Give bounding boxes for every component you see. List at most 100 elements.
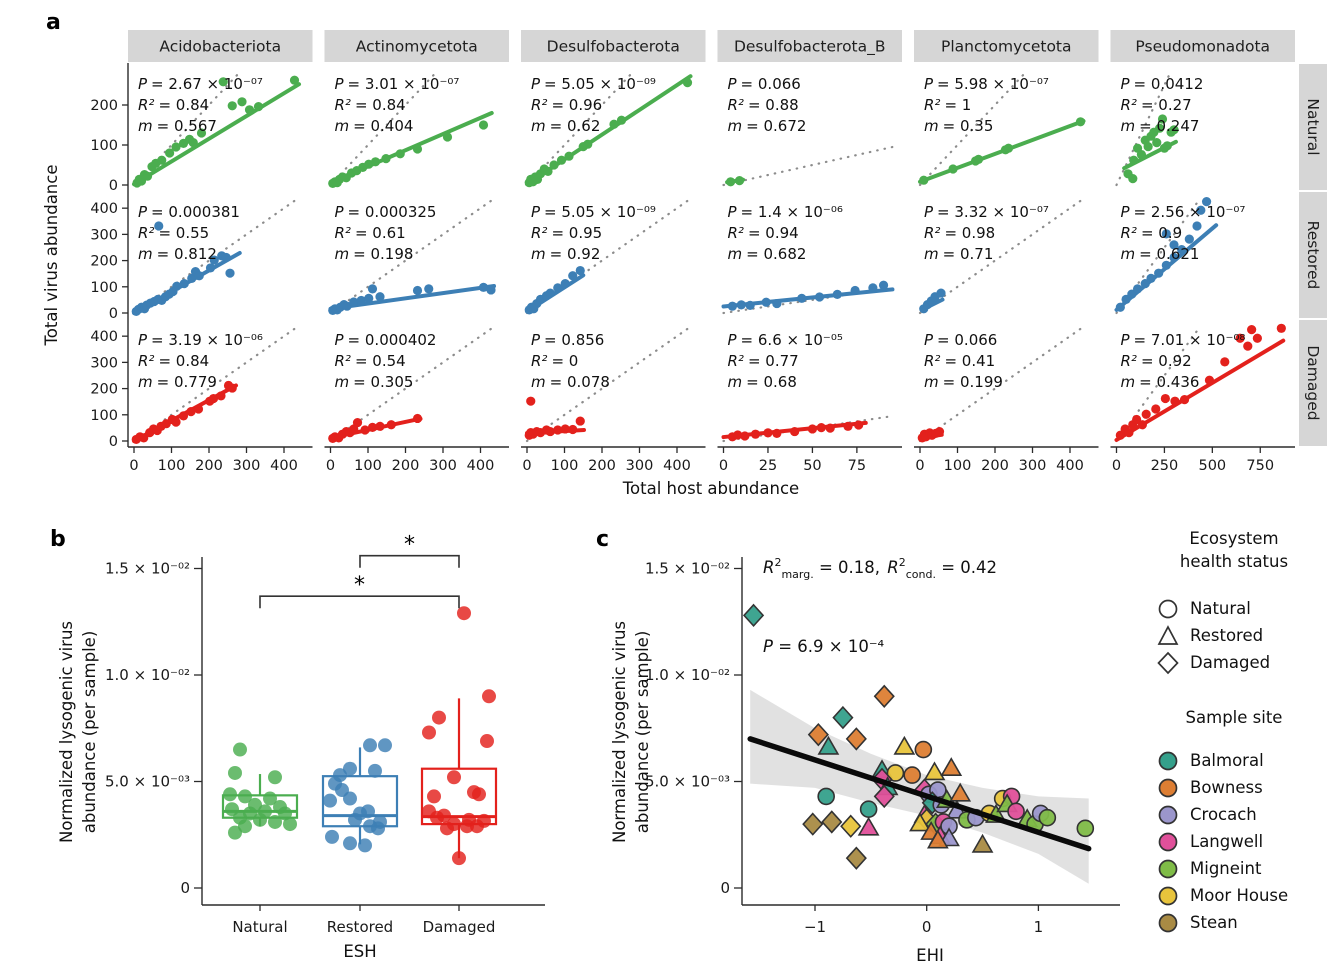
point-Bowness-diamond <box>807 722 829 747</box>
x-tick-label: 200 <box>588 458 616 474</box>
facet-column-label: Desulfobacterota_B <box>734 38 886 57</box>
facet-column-header <box>717 30 902 62</box>
data-point <box>878 280 889 290</box>
data-point <box>1243 341 1253 351</box>
data-point <box>568 271 578 281</box>
identity-dotted-line <box>329 197 495 315</box>
panel-b-y-axis-title-line2: abundance (per sample) <box>80 631 99 834</box>
data-point <box>1136 150 1147 160</box>
legend-item-label: Crocach <box>1190 805 1257 824</box>
data-point <box>356 295 366 306</box>
x-tick-label: 100 <box>158 458 186 474</box>
esh-category-label: Damaged <box>423 918 496 936</box>
data-point <box>1157 114 1168 124</box>
data-point <box>1003 143 1014 153</box>
data-point <box>478 120 489 130</box>
legend-site-item-langwell: Langwell <box>1140 828 1328 855</box>
facet-stat-m: m = 0.404 <box>335 117 414 135</box>
x-tick-label: 400 <box>270 458 298 474</box>
x-tick-label: 0 <box>1112 458 1121 474</box>
point-Bowness-triangle <box>926 829 949 849</box>
facet-column-header <box>521 30 706 62</box>
data-point <box>750 429 761 439</box>
legend-health-item-natural: Natural <box>1140 595 1328 622</box>
facet-stat-m: m = 0.436 <box>1121 373 1200 391</box>
facet-stat-r2: R² = 0.84 <box>138 96 209 114</box>
facet-stat-r2: R² = 0.84 <box>335 96 406 114</box>
facet-Acidobacteriota-Damaged <box>131 325 299 445</box>
data-point <box>172 281 182 291</box>
data-point <box>745 300 755 310</box>
data-point <box>543 166 553 176</box>
data-point <box>733 430 743 440</box>
x-tick-label: 200 <box>981 458 1009 474</box>
panel-a-label: a <box>46 10 61 35</box>
panel-b-x-axis-title: ESH <box>343 942 376 961</box>
facet-stat-m: m = 0.247 <box>1121 117 1200 135</box>
facet-stat-r2: R² = 0.9 <box>1121 224 1183 242</box>
facet-stat-r2: R² = 0.96 <box>531 96 602 114</box>
panel-c-r2-annotation: R2marg. = 0.18, R2cond. = 0.42 <box>763 556 997 581</box>
data-point <box>194 271 204 281</box>
data-point <box>371 821 385 836</box>
data-point <box>1162 141 1172 151</box>
data-point <box>360 425 370 435</box>
data-point <box>1155 123 1165 133</box>
facet-stat-m: m = 0.35 <box>924 117 993 135</box>
facet-stat-r2: R² = 0 <box>531 352 578 370</box>
data-point <box>545 288 555 298</box>
data-point <box>740 431 750 441</box>
data-point <box>1129 155 1139 165</box>
boxplot-Restored <box>321 738 399 853</box>
data-point <box>342 301 352 311</box>
facet-column-label: Actinomycetota <box>356 38 478 56</box>
legend-site-item-crocach: Crocach <box>1140 801 1328 828</box>
data-point <box>936 288 946 298</box>
facet-stat-r2: R² = 0.98 <box>924 224 995 242</box>
x-tick-label: 100 <box>354 458 382 474</box>
data-point <box>325 829 339 844</box>
regression-line <box>132 82 301 187</box>
legend-item-label: Damaged <box>1190 653 1271 672</box>
data-point <box>553 425 563 435</box>
chart-legend: Ecosystem health status Natural Restored D… <box>1140 505 1328 976</box>
y-tick-label: 0 <box>180 879 190 897</box>
facet-stat-p: P = 2.56 × 10⁻⁰⁷ <box>1121 203 1246 221</box>
point-Bowness-circle <box>903 766 921 784</box>
facet-stat-r2: R² = 0.41 <box>924 352 995 370</box>
data-point <box>364 293 374 303</box>
point-Bowness-diamond <box>873 684 895 708</box>
boxplot-Natural <box>221 742 299 840</box>
data-point <box>368 763 382 778</box>
data-point <box>1169 125 1179 135</box>
x-tick-label: 400 <box>663 458 691 474</box>
point-Balmoral-triangle <box>817 735 840 755</box>
facet-column-header <box>914 30 1099 62</box>
data-point <box>395 149 405 159</box>
panel-c-scatter: EHI Normalized lysogenic virus abundance… <box>610 556 1120 965</box>
point-Balmoral-diamond <box>832 705 854 730</box>
x-tick-label: 250 <box>1151 458 1179 474</box>
facet-Planctomycetota-Restored <box>918 197 1085 315</box>
facet-stat-m: m = 0.672 <box>728 117 807 135</box>
data-point <box>1115 430 1125 440</box>
y-tick-label: 0 <box>109 178 118 194</box>
facet-stat-p: P = 0.066 <box>924 331 997 349</box>
data-point <box>196 128 207 138</box>
identity-dotted-line <box>918 197 1085 315</box>
data-point <box>843 421 853 431</box>
data-point <box>412 413 423 424</box>
data-point <box>1177 244 1187 255</box>
y-tick-label: 5.0 × 10⁻⁰³ <box>645 773 730 791</box>
facet-row-label: Natural <box>1304 98 1322 155</box>
point-Stean-triangle <box>971 833 994 853</box>
point-Langwell-triangle <box>857 816 880 836</box>
facet-stat-m: m = 0.62 <box>531 117 600 135</box>
x-tick-label: 0 <box>129 458 138 474</box>
facet-column-label: Planctomycetota <box>941 38 1072 56</box>
data-point <box>763 428 773 438</box>
data-point <box>832 289 842 299</box>
data-point <box>179 279 189 289</box>
y-tick-label: 400 <box>90 329 118 345</box>
